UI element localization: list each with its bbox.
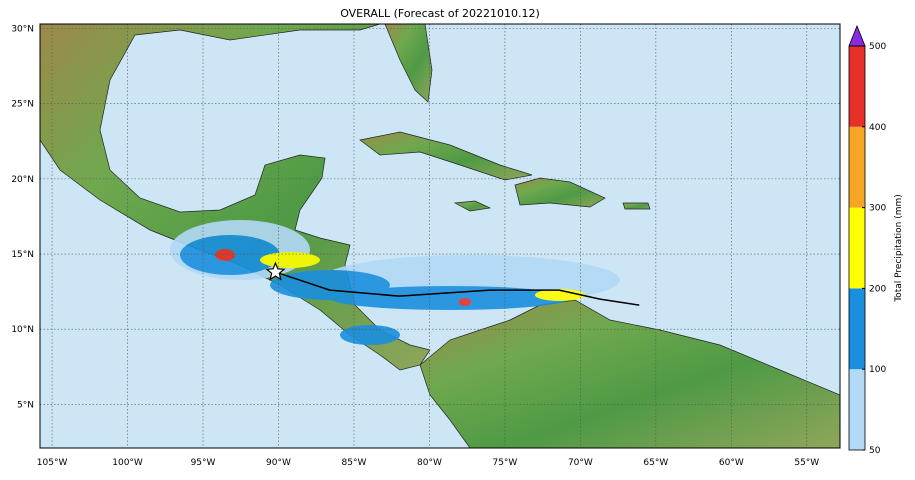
lat-tick-label: 10°N bbox=[11, 325, 34, 335]
south-america bbox=[419, 299, 840, 448]
colorbar-tick-label: 300 bbox=[869, 204, 886, 214]
track-line bbox=[275, 271, 640, 306]
colorbar-tick-label: 200 bbox=[869, 284, 886, 294]
colorbar-tick-label: 400 bbox=[869, 123, 886, 133]
colorbar-tick-label: 50 bbox=[869, 446, 881, 456]
lon-tick-label: 60°W bbox=[719, 458, 744, 468]
storm-track bbox=[265, 261, 640, 306]
lon-tick-label: 65°W bbox=[643, 458, 668, 468]
florida bbox=[384, 24, 433, 103]
colorbar-tick-label: 100 bbox=[869, 365, 886, 375]
puerto-rico bbox=[622, 202, 651, 210]
colorbar-segment bbox=[849, 46, 865, 127]
lon-tick-label: 90°W bbox=[266, 458, 291, 468]
map-frame bbox=[39, 23, 841, 449]
colorbar-tick-label: 500 bbox=[869, 42, 886, 52]
cuba bbox=[359, 131, 533, 181]
colorbar-segment bbox=[849, 369, 865, 450]
colorbar-segment bbox=[849, 207, 865, 289]
lon-tick-label: 85°W bbox=[342, 458, 367, 468]
lon-tick-label: 95°W bbox=[191, 458, 216, 468]
lon-tick-label: 70°W bbox=[568, 458, 593, 468]
jamaica bbox=[453, 200, 492, 212]
colorbar-label: Total Precipitation (mm) bbox=[894, 194, 904, 303]
storm-start-star bbox=[265, 261, 286, 281]
lat-tick-label: 15°N bbox=[11, 250, 34, 260]
graticule bbox=[40, 24, 840, 448]
lat-tick-label: 30°N bbox=[11, 25, 34, 35]
colorbar-segment bbox=[849, 288, 865, 370]
lon-tick-label: 80°W bbox=[417, 458, 442, 468]
lon-tick-label: 55°W bbox=[794, 458, 819, 468]
lon-tick-label: 100°W bbox=[112, 458, 143, 468]
lon-tick-label: 105°W bbox=[37, 458, 68, 468]
colorbar-segment bbox=[849, 126, 865, 208]
lat-tick-label: 5°N bbox=[17, 400, 34, 410]
colorbar: 50 100 200 300 400 500 bbox=[848, 24, 886, 456]
lon-tick-label: 75°W bbox=[492, 458, 517, 468]
lat-tick-label: 20°N bbox=[11, 175, 34, 185]
colorbar-extend bbox=[848, 24, 866, 47]
lat-tick-label: 25°N bbox=[11, 100, 34, 110]
map-area bbox=[40, 24, 840, 448]
colorbar-frame bbox=[848, 45, 866, 451]
title: OVERALL (Forecast of 20221010.12) bbox=[340, 7, 540, 20]
